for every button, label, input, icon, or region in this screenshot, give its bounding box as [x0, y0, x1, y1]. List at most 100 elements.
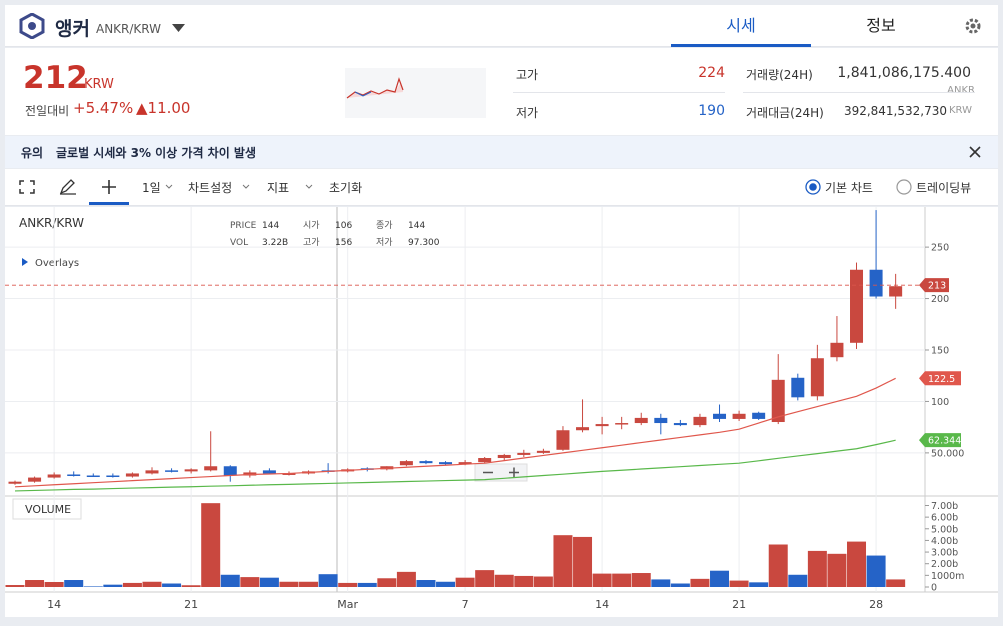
volume-bar: [827, 553, 847, 587]
coin-name: 앵커: [55, 18, 90, 40]
volume-bar: [612, 573, 632, 587]
stat-value: 1,841,086,175.400: [837, 65, 971, 81]
volume-bar: [788, 574, 808, 587]
volume-bar: [749, 582, 769, 587]
crosshair-tool[interactable]: [89, 169, 129, 206]
volume-bar: [279, 581, 299, 587]
candle-body: [204, 466, 218, 471]
toolbar-item[interactable]: 1일: [142, 181, 161, 195]
x-tick-label: 7: [462, 598, 469, 611]
toolbar-item[interactable]: 초기화: [329, 181, 363, 195]
info-label: 고가: [303, 237, 320, 248]
candle-body: [282, 473, 296, 475]
volume-bar: [181, 585, 201, 587]
moving-average: [14, 377, 896, 488]
volume-bar: [338, 582, 358, 587]
candle-body: [732, 413, 746, 419]
info-value: 144: [262, 221, 279, 231]
info-value: 97.300: [408, 238, 440, 248]
x-tick-label: 21: [184, 598, 198, 611]
candle-body: [536, 450, 550, 453]
change-abs: ▲11.00: [136, 99, 191, 117]
mode-option[interactable]: 기본 차트: [825, 181, 873, 195]
volume-bar: [5, 585, 25, 587]
volume-bar: [651, 579, 671, 587]
y-tick-label: 6.00b: [931, 513, 958, 524]
volume-bar: [494, 574, 514, 587]
price-tag-label: 213: [928, 281, 946, 292]
chart-title: ANKR/KRW: [19, 216, 84, 230]
volume-bar: [396, 571, 416, 587]
stat-label: 거래대금(24H): [746, 106, 824, 120]
volume-bar: [142, 581, 162, 587]
y-tick-label: 4.00b: [931, 536, 958, 547]
y-tick-label: 200: [931, 294, 949, 305]
candle-body: [67, 474, 81, 476]
candle-body: [654, 417, 668, 424]
toolbar-item[interactable]: 차트설정: [188, 181, 233, 195]
mode-option[interactable]: 트레이딩뷰: [916, 181, 972, 195]
divider: [513, 92, 725, 93]
chart: ANKR/KRW Overlays VOLUME 50.000 100 150 200…: [5, 207, 998, 617]
ma-tag-label: 122.5: [928, 374, 955, 385]
volume-bar: [866, 555, 886, 587]
volume-bar: [514, 575, 534, 587]
coin-pair: ANKR/KRW: [96, 22, 162, 36]
tab[interactable]: 시세: [671, 5, 811, 47]
stat-unit: ANKR: [947, 85, 975, 96]
volume-bar: [455, 577, 475, 587]
ma-tag: [919, 371, 961, 386]
volume-bar: [220, 574, 240, 587]
ma-tag-label: 62.344: [928, 436, 961, 447]
toolbar-item[interactable]: 지표: [267, 181, 290, 195]
notice-text: 글로벌 시세와 3% 이상 가격 차이 발생: [56, 146, 257, 160]
stat-value: 190: [698, 103, 725, 119]
volume-bar: [259, 577, 279, 587]
volume-bar: [201, 503, 221, 587]
current-price: 212: [23, 60, 88, 96]
candle-body: [458, 462, 472, 465]
volume-box: [12, 498, 82, 520]
radio[interactable]: [805, 179, 821, 195]
x-tick-label: 21: [732, 598, 746, 611]
y-tick-label: 3.00b: [931, 548, 958, 559]
volume-bar: [299, 581, 319, 587]
x-tick-label: Mar: [337, 598, 358, 611]
radio[interactable]: [896, 179, 912, 195]
candle-body: [850, 269, 864, 343]
volume-bar: [162, 583, 182, 587]
candle-body: [615, 423, 629, 425]
volume-bar: [690, 578, 710, 587]
candle-body: [830, 342, 844, 358]
candle-body: [869, 269, 883, 297]
candle-body: [517, 452, 531, 455]
candle-body: [595, 424, 609, 427]
x-tick-label: 28: [869, 598, 883, 611]
dropdown[interactable]: [172, 24, 186, 33]
info-label: 종가: [376, 220, 393, 231]
tab[interactable]: 정보: [866, 16, 896, 35]
candle-body: [713, 413, 727, 419]
volume-bar: [573, 536, 593, 587]
overlays-caret: [22, 258, 28, 266]
candle-body: [791, 377, 805, 398]
sparkline: [345, 68, 486, 118]
stat-value: 392,841,532,730: [843, 104, 947, 118]
volume-bar: [25, 580, 45, 587]
draw-tool[interactable]: [59, 179, 77, 195]
info-value: 144: [408, 221, 425, 231]
moving-average: [14, 439, 896, 492]
fullscreen[interactable]: [19, 180, 35, 194]
overlays[interactable]: Overlays: [35, 258, 79, 269]
close[interactable]: [969, 146, 981, 158]
stat-label: 거래량(24H): [746, 68, 813, 82]
change-pct: +5.47%: [73, 99, 134, 117]
logo: [19, 13, 45, 39]
y-tick-label: 1000m: [931, 571, 964, 582]
settings[interactable]: [963, 16, 983, 36]
price-tag: [919, 278, 949, 293]
zoom-control[interactable]: [474, 463, 528, 482]
candle-body: [223, 466, 237, 476]
volume-bar: [847, 541, 867, 587]
